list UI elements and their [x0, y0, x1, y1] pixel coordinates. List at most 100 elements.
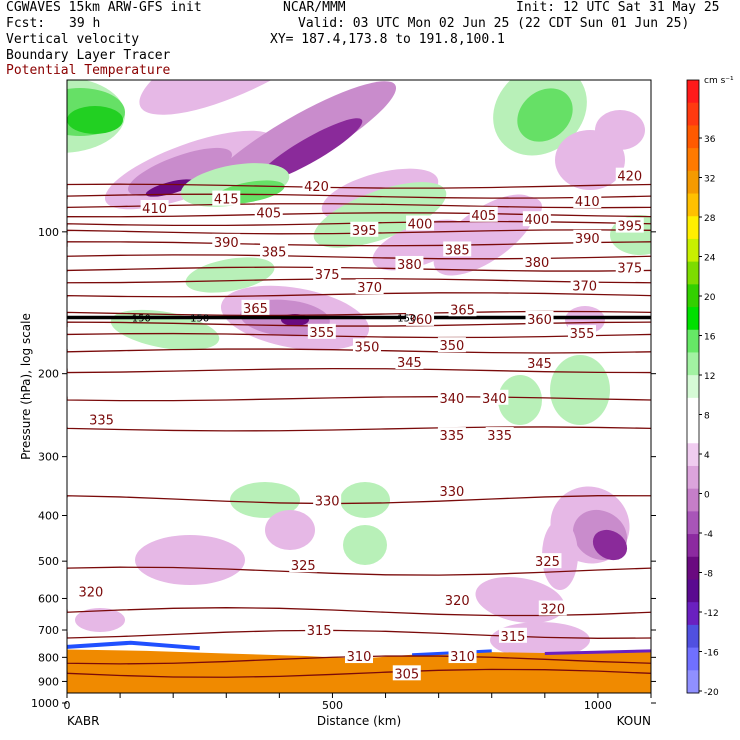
colorbar-tick-label: -8 — [704, 570, 713, 580]
theta-label: 335 — [487, 429, 512, 444]
theta-label-bg — [573, 192, 602, 208]
theta-label: 335 — [89, 413, 114, 428]
y-tick-label: 700 — [38, 624, 59, 637]
theta-label: 350 — [355, 340, 380, 355]
vertical-velocity-cell — [145, 179, 195, 197]
org-label: NCAR/MMM — [283, 0, 346, 15]
theta-label: 385 — [445, 243, 470, 258]
theta-label-bg — [140, 199, 169, 215]
theta-label: 350 — [439, 339, 464, 354]
x-tick-label: 500 — [322, 699, 343, 712]
fcst-label: Fcst: — [6, 16, 46, 31]
theta-label-bg — [307, 323, 336, 339]
colorbar-swatch — [687, 307, 699, 331]
colorbar-swatch — [687, 170, 699, 195]
colorbar-swatch — [687, 238, 699, 263]
theta-label-bg — [212, 233, 241, 249]
colorbar-tick-label: -20 — [704, 688, 719, 698]
y-tick-label: 1000 — [31, 697, 59, 710]
theta-label-bg — [254, 204, 283, 220]
theta-label: 340 — [482, 392, 507, 407]
vertical-velocity-cell — [467, 196, 543, 244]
colorbar-swatch — [687, 397, 699, 422]
colorbar-tick-label: 36 — [704, 135, 716, 145]
colorbar-swatch — [687, 488, 699, 512]
theta-label-bg — [212, 190, 241, 206]
colorbar-swatch — [687, 375, 699, 399]
tracer-label: 150 — [397, 314, 416, 325]
theta-label: 405 — [256, 207, 281, 222]
theta-labels: 420 420 410 415 405 395 400 405 400 410 395 390 385 3… — [76, 167, 644, 682]
theta-label-bg — [538, 600, 567, 616]
theta-label: 410 — [142, 202, 167, 217]
theta-label: 355 — [309, 326, 334, 341]
theta-label: 365 — [450, 303, 475, 318]
theta-label: 320 — [540, 602, 565, 617]
theta-contour — [67, 266, 651, 273]
tracer-label: 150 — [190, 314, 209, 325]
theta-label-bg — [498, 627, 527, 643]
theta-label-bg — [570, 277, 599, 293]
theta-contour — [67, 193, 651, 200]
theta-label-bg — [615, 167, 644, 183]
theta-label: 385 — [262, 245, 287, 260]
theta-label: 340 — [439, 392, 464, 407]
colorbar-tick-label: -16 — [704, 649, 719, 659]
theta-label: 380 — [397, 258, 422, 273]
theta-label-bg — [448, 301, 477, 317]
colorbar-tick-label: 8 — [704, 412, 710, 422]
theta-label-bg — [525, 310, 554, 326]
theta-label: 345 — [527, 357, 552, 372]
vertical-velocity-cell — [67, 106, 123, 134]
theta-label: 420 — [304, 180, 329, 195]
theta-contour — [67, 655, 651, 665]
colorbar-swatch — [687, 534, 699, 558]
theta-contour — [67, 254, 651, 260]
colorbar-swatch — [687, 261, 699, 285]
theta-label-bg — [305, 622, 334, 638]
theta-label: 410 — [575, 195, 600, 210]
theta-label-bg — [469, 206, 498, 222]
x-tick-label: 0 — [64, 699, 71, 712]
colorbar-swatch — [687, 329, 699, 353]
y-tick-label: 300 — [38, 451, 59, 464]
vertical-velocity-cell — [257, 118, 363, 182]
colorbar-swatch — [687, 352, 699, 376]
y-tick-label: 600 — [38, 592, 59, 605]
vertical-velocity-cell — [230, 482, 300, 518]
colorbar-swatch — [687, 193, 699, 217]
theta-label: 420 — [617, 170, 642, 185]
theta-contour — [67, 203, 651, 209]
theta-label-bg — [260, 243, 289, 259]
colorbar-swatch — [687, 284, 699, 308]
left-endpoint-label: KABR — [67, 714, 99, 728]
theta-label-bg — [437, 483, 466, 499]
theta-contour — [67, 292, 651, 298]
theta-label-bg — [437, 427, 466, 443]
theta-label-bg — [615, 217, 644, 233]
y-tick-label: 100 — [38, 226, 59, 239]
theta-label: 370 — [572, 280, 597, 295]
theta-label: 375 — [315, 268, 340, 283]
colorbar-swatch — [687, 420, 699, 444]
right-endpoint-label: KOUN — [617, 714, 651, 728]
colorbar-swatch — [687, 624, 699, 649]
colorbar-swatch — [687, 102, 699, 126]
vertical-velocity-cell — [153, 0, 297, 93]
valid-time: Valid: 03 UTC Mon 02 Jun 25 (22 CDT Sun … — [298, 16, 690, 31]
vertical-velocity-cell — [184, 18, 256, 66]
colorbar-tick-label: 0 — [704, 491, 710, 501]
vertical-velocity-shading — [67, 0, 651, 658]
theta-label: 400 — [408, 217, 433, 232]
field-vertical-velocity: Vertical velocity — [6, 32, 140, 47]
theta-label-bg — [533, 553, 562, 569]
theta-label-bg — [522, 211, 551, 227]
vertical-velocity-cell — [110, 309, 220, 351]
vertical-velocity-cell — [592, 529, 628, 561]
theta-contour — [67, 668, 651, 678]
theta-label-bg — [406, 215, 435, 231]
colorbar-swatch — [687, 511, 699, 535]
theta-label-bg — [437, 389, 466, 405]
x-axis-label: Distance (km) — [317, 714, 401, 728]
